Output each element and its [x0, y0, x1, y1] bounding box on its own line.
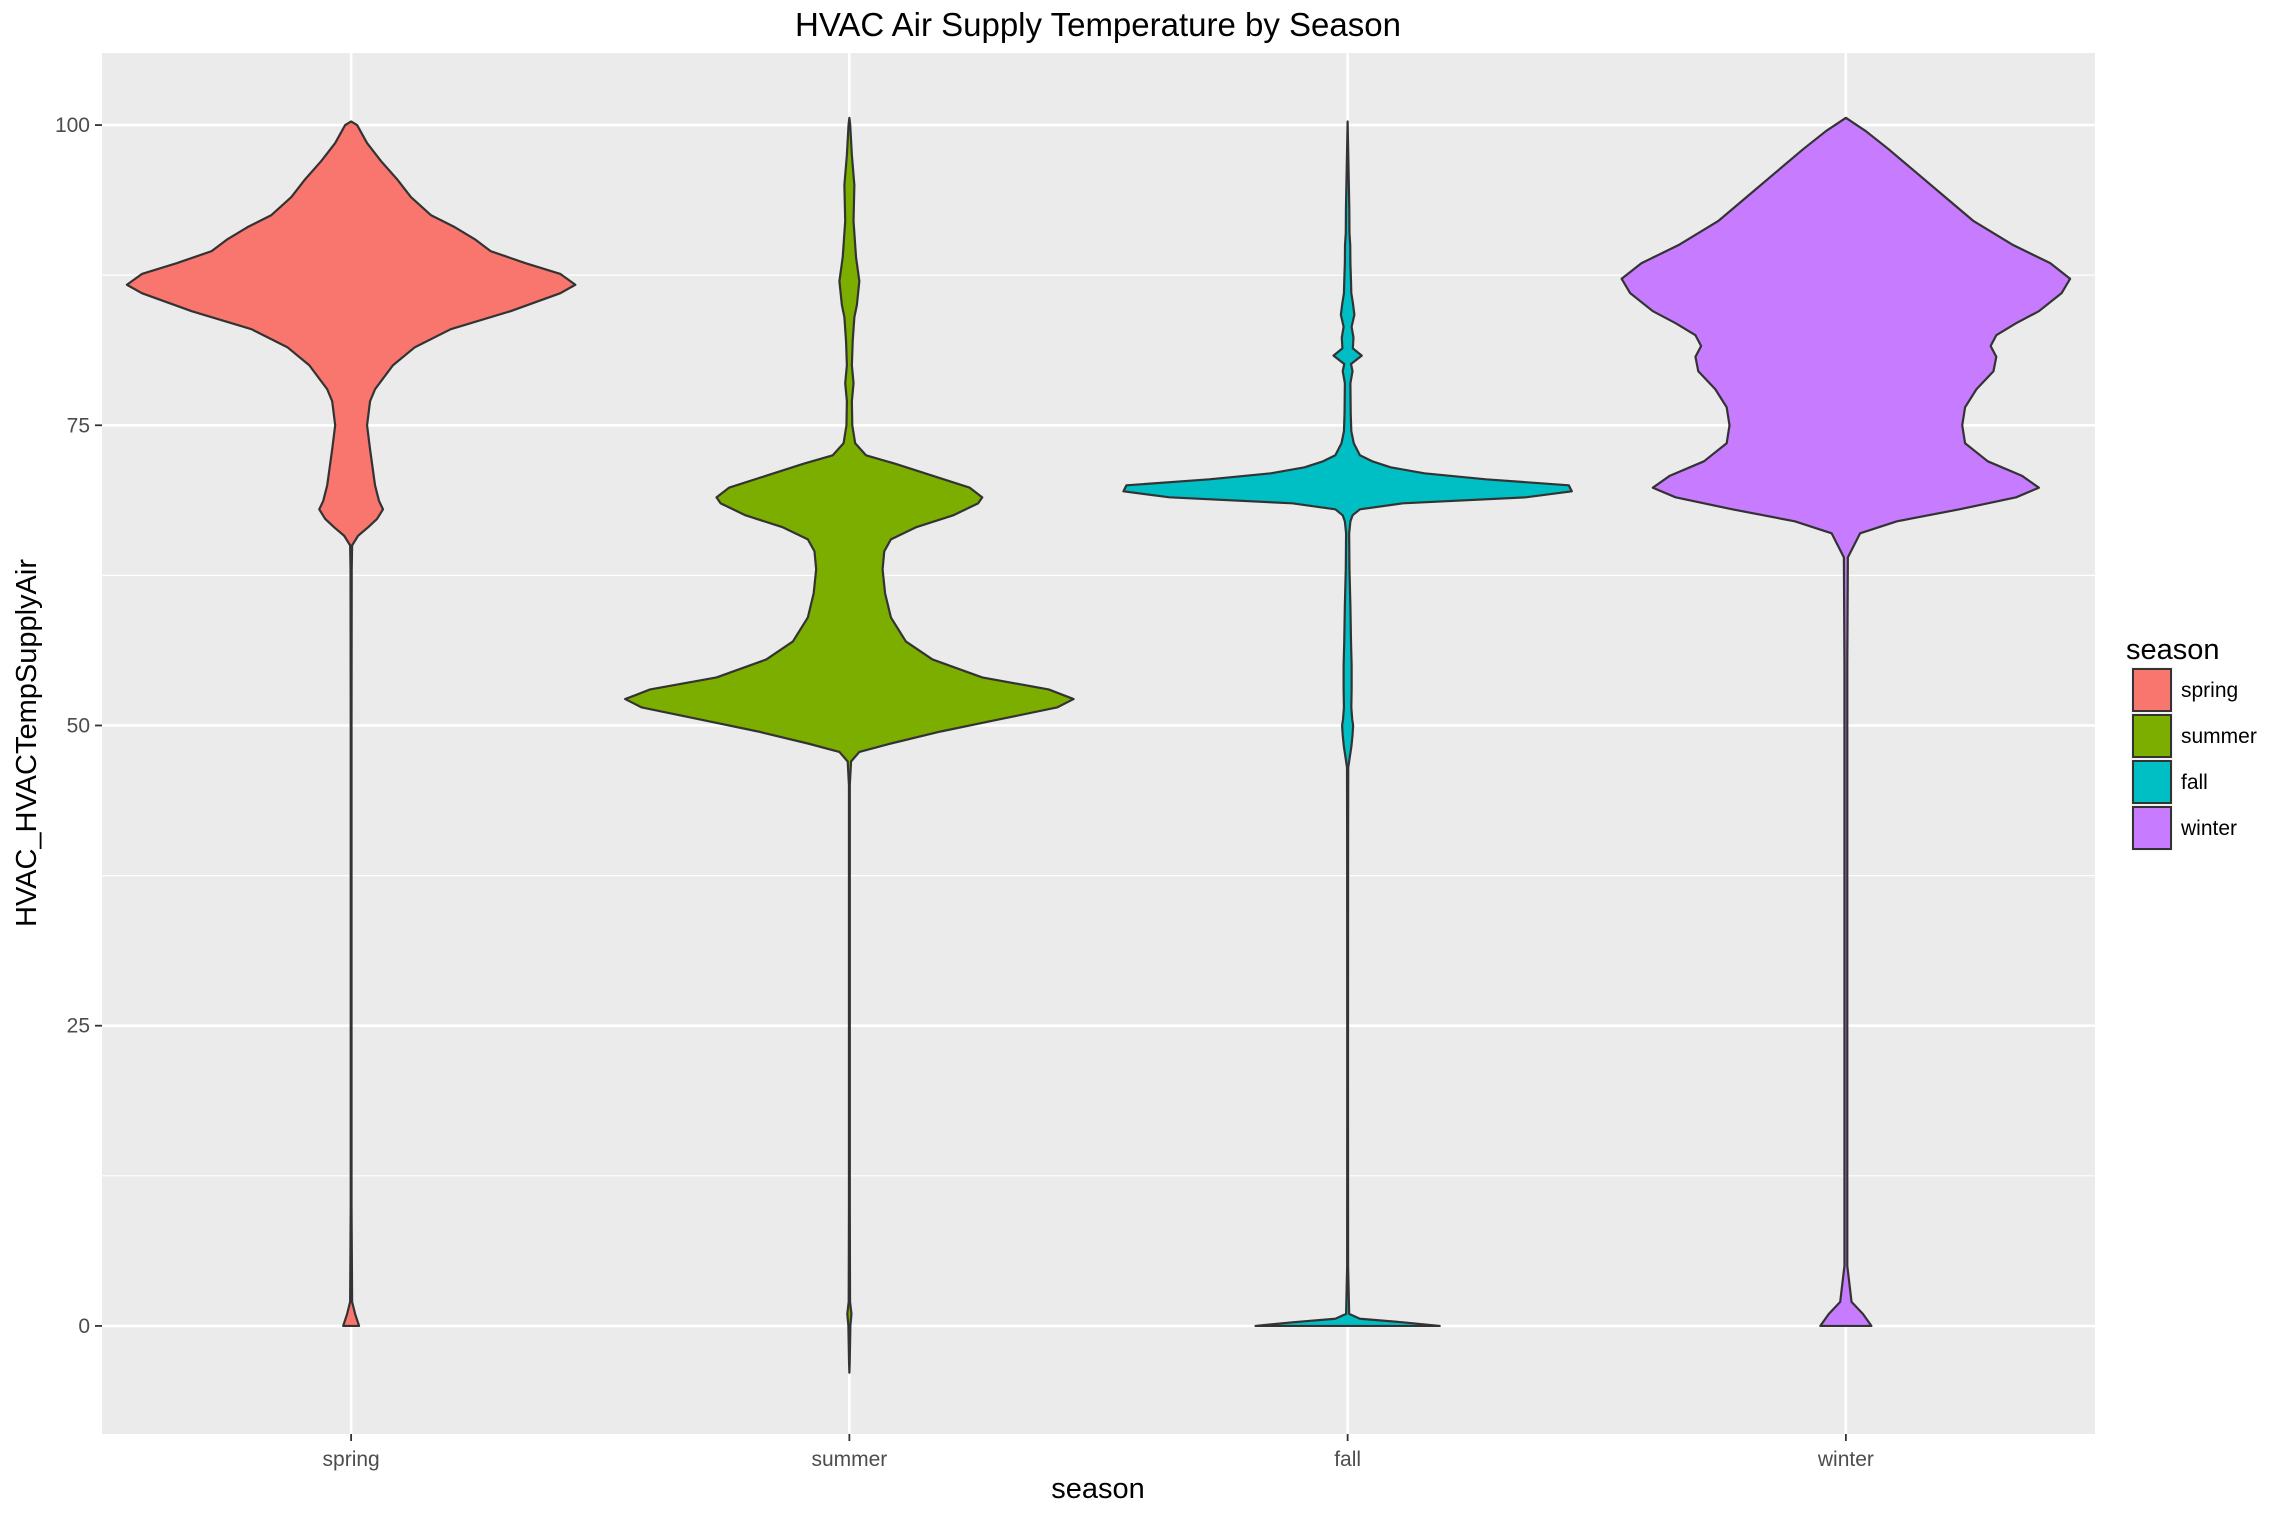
- axes: 0 25 50 75 100 spring summer fall winter: [55, 114, 1874, 1471]
- violin-spring: [125, 120, 577, 1328]
- x-tick-label: winter: [1817, 1448, 1874, 1471]
- x-axis-title: season: [1051, 1473, 1145, 1505]
- legend-label-fall: fall: [2181, 771, 2208, 794]
- legend-swatch-spring: [2132, 668, 2172, 712]
- violins: [125, 116, 2072, 1374]
- legend-swatch-winter: [2132, 806, 2172, 850]
- legend-title: season: [2126, 634, 2220, 666]
- violin-winter: [1620, 116, 2072, 1328]
- violin-summer: [624, 116, 1075, 1374]
- x-tick-label: fall: [1334, 1448, 1361, 1471]
- violin-fall: [1122, 120, 1573, 1328]
- y-tick-label: 25: [67, 1015, 90, 1038]
- legend-swatch-summer: [2132, 714, 2172, 758]
- y-axis-title: HVAC_HVACTempSupplyAir: [11, 559, 43, 927]
- x-tick-label: spring: [323, 1448, 380, 1471]
- legend: season spring summer fall winter: [2126, 634, 2257, 851]
- y-tick-label: 100: [55, 114, 90, 137]
- y-tick-label: 50: [67, 714, 90, 737]
- x-tick-label: summer: [811, 1448, 887, 1471]
- legend-label-summer: summer: [2181, 725, 2257, 748]
- chart-title: HVAC Air Supply Temperature by Season: [795, 6, 1401, 43]
- legend-label-spring: spring: [2181, 679, 2238, 702]
- legend-items: spring summer fall winter: [2131, 667, 2257, 851]
- y-tick-label: 0: [78, 1315, 90, 1338]
- legend-label-winter: winter: [2180, 817, 2237, 840]
- legend-swatch-fall: [2132, 760, 2172, 804]
- y-tick-label: 75: [67, 414, 90, 437]
